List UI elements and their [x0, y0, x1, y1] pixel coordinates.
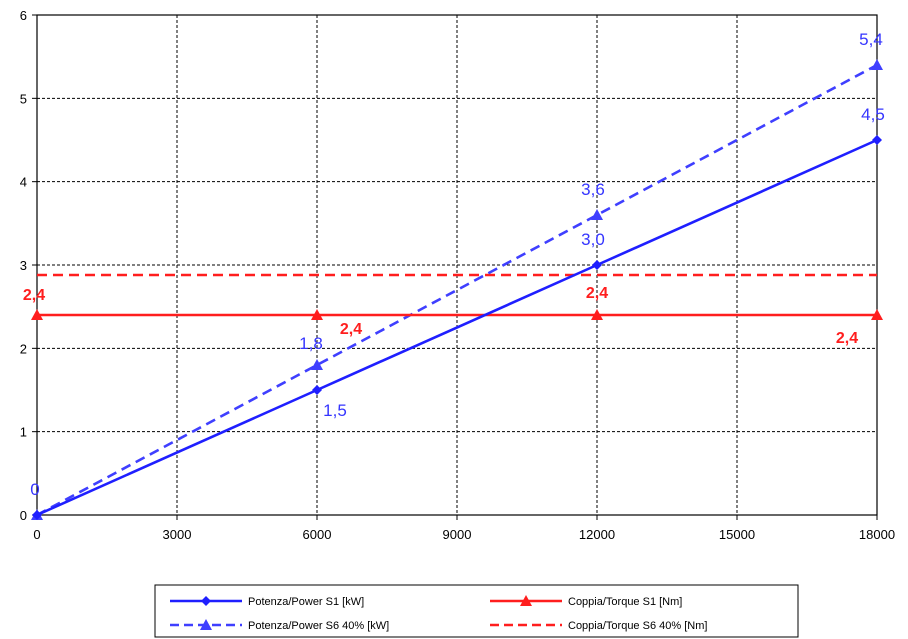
data-point-marker	[591, 209, 603, 220]
y-tick-label: 5	[20, 91, 27, 106]
y-tick-label: 0	[20, 508, 27, 523]
x-tick-label: 12000	[579, 527, 615, 542]
data-label: 2,4	[340, 321, 362, 338]
data-label: 5,4	[859, 30, 883, 49]
legend-entry: Coppia/Torque S6 40% [Nm]	[490, 620, 707, 632]
data-label: 2,4	[23, 287, 45, 304]
data-point-marker	[871, 59, 883, 70]
data-point-marker	[31, 309, 43, 320]
legend-box	[154, 584, 799, 638]
data-point-marker	[311, 359, 323, 370]
data-label: 2,4	[836, 330, 858, 347]
legend: Potenza/Power S1 [kW] Coppia/Torque S1 [N…	[154, 584, 799, 638]
data-point-marker	[592, 260, 602, 270]
data-label: 3,6	[581, 180, 605, 199]
data-label: 1,5	[323, 401, 347, 420]
y-tick-label: 3	[20, 258, 27, 273]
series-0	[32, 135, 882, 520]
x-tick-label: 3000	[163, 527, 192, 542]
data-point-marker	[312, 385, 322, 395]
legend-entry: Coppia/Torque S1 [Nm]	[490, 595, 682, 608]
y-tick-label: 6	[20, 8, 27, 23]
data-labels: 0 1,5 1,8 3,0 3,6 4,5 5,4 2,4 2,4 2,4 2,4	[23, 30, 885, 499]
y-tick-label: 2	[20, 341, 27, 356]
y-tick-label: 1	[20, 425, 27, 440]
x-tick-label: 6000	[303, 527, 332, 542]
series-1	[31, 309, 883, 320]
grid	[37, 15, 877, 515]
series-lines	[31, 59, 883, 520]
data-point-marker	[591, 309, 603, 320]
data-label: 0	[30, 480, 39, 499]
legend-entry: Potenza/Power S1 [kW]	[170, 596, 364, 608]
legend-entry: Potenza/Power S6 40% [kW]	[170, 619, 389, 632]
legend-marker	[200, 619, 212, 630]
legend-label: Coppia/Torque S6 40% [Nm]	[568, 620, 707, 632]
legend-marker	[520, 595, 532, 606]
legend-label: Potenza/Power S6 40% [kW]	[248, 620, 389, 632]
x-tick-label: 9000	[443, 527, 472, 542]
data-label: 3,0	[581, 230, 605, 249]
series-line	[36, 138, 878, 517]
x-tick-label: 15000	[719, 527, 755, 542]
data-point-marker	[872, 135, 882, 145]
data-point-marker	[871, 309, 883, 320]
data-point-marker	[32, 510, 42, 520]
data-label: 2,4	[586, 285, 608, 302]
data-label: 4,5	[861, 105, 885, 124]
data-point-marker	[311, 309, 323, 320]
legend-marker	[201, 596, 211, 606]
y-tick-label: 4	[20, 175, 27, 190]
legend-label: Potenza/Power S1 [kW]	[248, 596, 364, 608]
legend-label: Coppia/Torque S1 [Nm]	[568, 596, 682, 608]
axis-ticks: 0 3000 6000 9000 12000 15000 18000 0 1 2 3 4 5 6	[20, 8, 895, 542]
x-tick-label: 18000	[859, 527, 895, 542]
data-label: 1,8	[299, 334, 323, 353]
x-tick-label: 0	[33, 527, 40, 542]
